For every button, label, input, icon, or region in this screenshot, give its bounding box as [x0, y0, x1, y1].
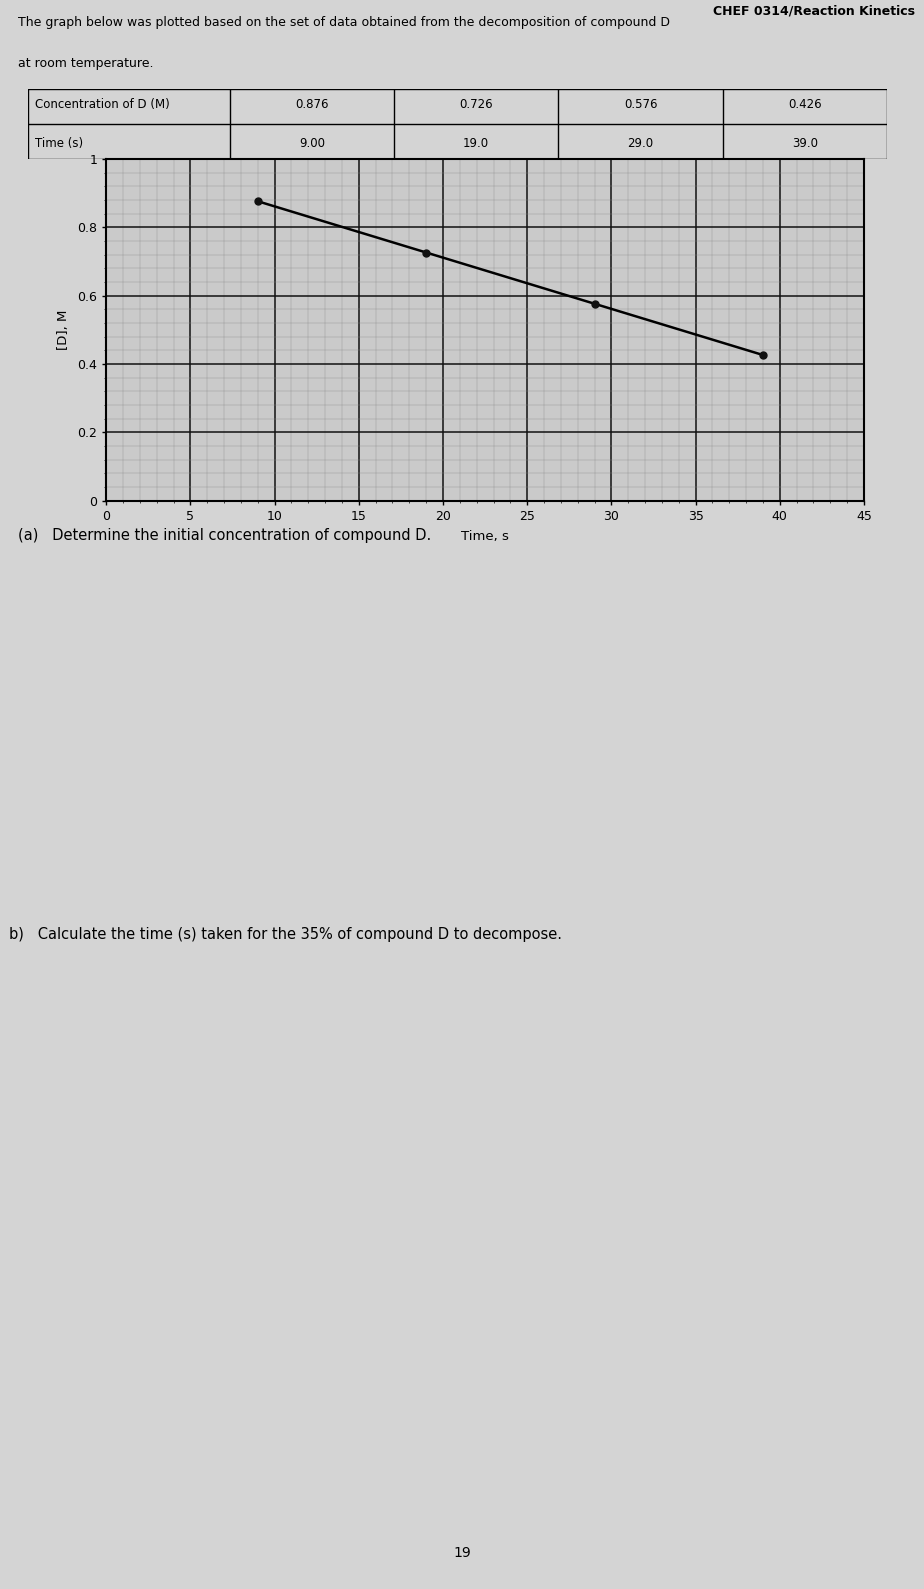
Text: 0.876: 0.876 — [295, 99, 329, 111]
Text: 0.576: 0.576 — [624, 99, 657, 111]
Text: 19: 19 — [453, 1546, 471, 1560]
X-axis label: Time, s: Time, s — [461, 529, 509, 542]
Text: 29.0: 29.0 — [627, 137, 653, 149]
Y-axis label: [D], M: [D], M — [57, 310, 70, 350]
Text: at room temperature.: at room temperature. — [18, 57, 154, 70]
Text: Concentration of D (M): Concentration of D (M) — [34, 99, 169, 111]
Text: CHEF 0314/Reaction Kinetics: CHEF 0314/Reaction Kinetics — [712, 5, 915, 17]
Text: The graph below was plotted based on the set of data obtained from the decomposi: The graph below was plotted based on the… — [18, 16, 671, 29]
Text: 0.726: 0.726 — [459, 99, 493, 111]
Text: 0.426: 0.426 — [788, 99, 821, 111]
Text: (a)   Determine the initial concentration of compound D.: (a) Determine the initial concentration … — [18, 528, 432, 543]
Text: 39.0: 39.0 — [792, 137, 818, 149]
Text: Time (s): Time (s) — [34, 137, 83, 149]
Text: 19.0: 19.0 — [463, 137, 489, 149]
Text: b)   Calculate the time (s) taken for the 35% of compound D to decompose.: b) Calculate the time (s) taken for the … — [9, 926, 562, 942]
Text: 9.00: 9.00 — [298, 137, 325, 149]
